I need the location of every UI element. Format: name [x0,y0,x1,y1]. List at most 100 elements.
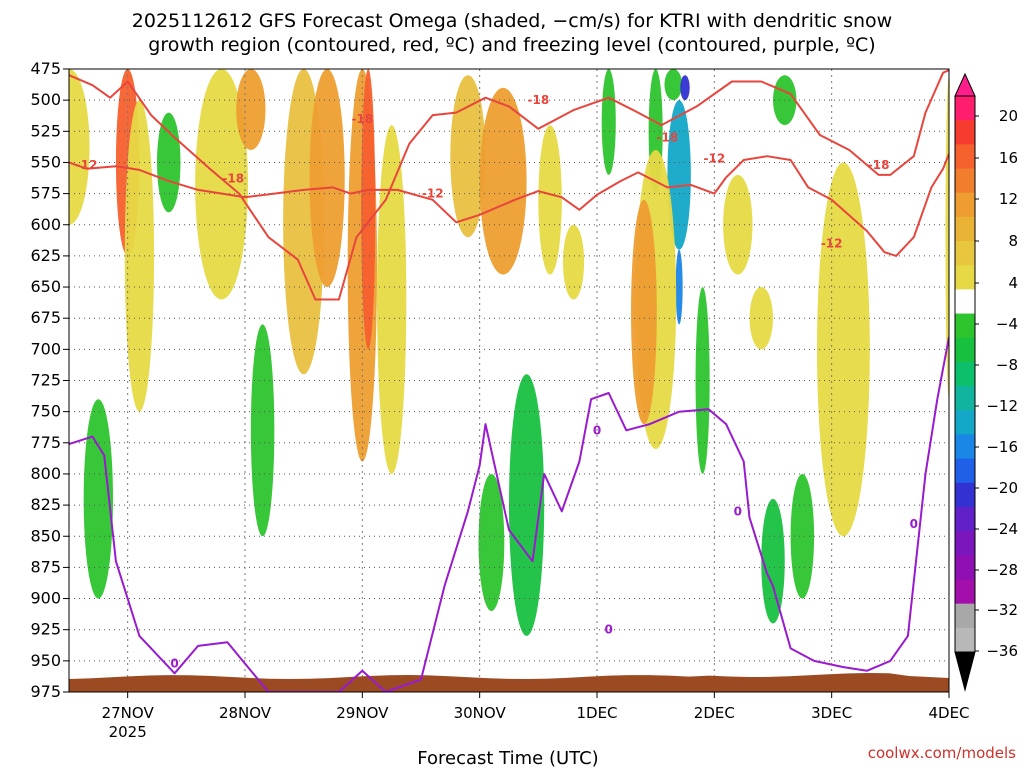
contour-label: -18 [351,112,373,126]
colorbar-cell [955,120,975,145]
contour-line [69,153,949,257]
y-tick-label: 600 [30,215,61,234]
y-tick-label: 575 [30,184,61,203]
y-tick-label: 500 [30,90,61,109]
x-axis-label: Forecast Time (UTC) [417,748,598,768]
colorbar: 20 16 12 8 4 −4 −8 −12 −16 −20 −24 −28 −32 −36 [954,72,1018,692]
y-tick-label: 550 [30,152,61,171]
contour-label: -12 [821,236,843,250]
colorbar-label: 8 [1008,232,1018,250]
omega-shade-cell [508,374,545,636]
colorbar-cell [955,216,975,242]
y-tick-label: 975 [30,682,61,701]
omega-shade-cell [817,162,870,537]
colorbar-cell [955,579,975,605]
omega-shade-cell [680,75,690,101]
credit-text: coolwx.com/models [868,744,1016,762]
colorbar-label: −36 [986,642,1018,660]
ground-terrain [69,673,949,692]
colorbar-cell [955,555,975,580]
colorbar-label: −8 [996,356,1018,374]
y-tick-label: 525 [30,121,61,140]
colorbar-cell [955,506,975,532]
x-tick-label: 28NOV [219,704,272,722]
contour-label: -18 [868,158,890,172]
colorbar-label: −16 [986,438,1018,456]
colorbar-cell [955,458,975,484]
colorbar-cell [955,168,975,194]
contour-label: -18 [222,172,244,186]
plot-gridlines [69,69,949,692]
y-tick-label: 825 [30,495,61,514]
omega-shade-cell [157,112,181,213]
contour-label: -18 [657,131,679,145]
omega-shading [69,69,949,636]
colorbar-cell [955,337,975,363]
y-tick-label: 800 [30,464,61,483]
omega-shade-cell [478,473,505,612]
contour-label: 0 [605,623,613,637]
colorbar-cell [955,313,975,339]
colorbar-label: −12 [986,397,1018,415]
colorbar-cell [955,265,975,290]
colorbar-label: 4 [1008,274,1018,292]
omega-shade-cell [195,69,248,300]
contour-line [69,336,949,692]
contour-label: 0 [734,504,742,518]
colorbar-label: −4 [996,315,1018,333]
omega-shade-cell [236,69,266,150]
omega-shade-cell [538,125,562,275]
omega-shade-cell [69,69,90,225]
x-tick-label: 27NOV [102,704,155,722]
colorbar-cell [955,386,975,411]
colorbar-cell [955,627,975,653]
colorbar-label: 16 [999,149,1018,167]
colorbar-label: −24 [986,520,1018,538]
y-tick-label: 950 [30,651,61,670]
colorbar-cell [955,482,975,508]
y-tick-label: 850 [30,526,61,545]
colorbar-cell [955,192,975,218]
x-tick-label: 3DEC [811,704,852,722]
chart-title-line-1: 2025112612 GFS Forecast Omega (shaded, −… [132,10,892,32]
y-tick-label: 775 [30,433,61,452]
colorbar-top-triangle [954,72,976,97]
omega-shade-cell [250,324,275,537]
colorbar-label: 20 [999,107,1018,125]
y-tick-label: 925 [30,620,61,639]
colorbar-cell [955,434,975,460]
x-tick-label: 2DEC [694,704,735,722]
omega-shade-cell [664,69,683,101]
colorbar-label: −32 [986,601,1018,619]
colorbar-cell [955,144,975,170]
temperature-contours: -12 -12 -12 -12 -18 -18 -18 -18 -18 0 0 0 0 0 [69,69,949,692]
y-tick-label: 875 [30,557,61,576]
colorbar-cell [955,531,975,556]
omega-shade-cell [361,69,376,350]
colorbar-bottom-triangle [954,651,976,692]
y-tick-label: 900 [30,589,61,608]
omega-shade-cell [723,174,753,275]
omega-shade-cell [749,287,773,350]
y-tick-label: 725 [30,371,61,390]
x-tick-label: 1DEC [576,704,617,722]
x-tick-label: 30NOV [454,704,507,722]
contour-label: 0 [910,517,918,531]
contour-label: 0 [593,423,601,437]
y-tick-label: 475 [30,59,61,78]
contour-label: -12 [76,158,98,172]
colorbar-label: −20 [986,479,1018,497]
colorbar-cell [955,96,975,121]
colorbar-cell [955,410,975,435]
y-tick-label: 650 [30,277,61,296]
omega-shade-cell [761,498,785,624]
omega-shade-cell [631,199,657,425]
colorbar-cell [955,361,975,387]
colorbar-cell [955,289,975,315]
contour-label: -12 [422,187,444,201]
colorbar-cell [955,603,975,629]
contour-label: 0 [170,656,178,670]
contour-label: -18 [527,93,549,107]
